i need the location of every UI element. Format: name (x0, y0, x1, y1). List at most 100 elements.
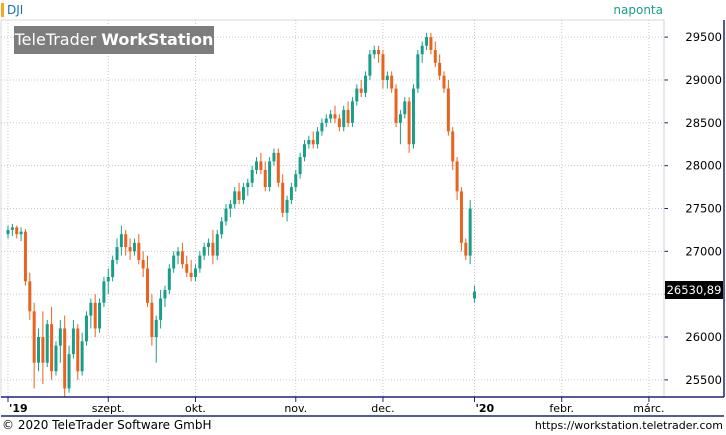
candle (451, 127, 455, 170)
candle (63, 315, 67, 397)
candle-body (54, 345, 58, 372)
candle-body (146, 268, 150, 303)
candle (285, 195, 289, 222)
candle-body (451, 131, 455, 162)
interval-label[interactable]: naponta (613, 3, 663, 17)
candle-body (276, 152, 280, 183)
candle (289, 182, 293, 205)
candle-body (28, 281, 32, 312)
candle (394, 84, 398, 128)
candle (228, 199, 232, 218)
candle-body (63, 328, 67, 389)
candle (407, 97, 411, 153)
candle-body (407, 101, 411, 145)
candle-body (346, 109, 350, 123)
candle (385, 71, 389, 89)
candle (442, 71, 446, 93)
candle-body (154, 319, 158, 338)
candle-body (416, 54, 420, 89)
candle (255, 157, 259, 175)
candle-body (425, 37, 429, 46)
candle-body (372, 49, 376, 55)
candle (233, 187, 237, 209)
candle (237, 182, 241, 205)
candle (211, 229, 215, 265)
candle-body (411, 88, 415, 145)
candle-body (368, 54, 372, 76)
candle (215, 229, 219, 260)
candle-body (342, 109, 346, 128)
candle (28, 272, 32, 320)
candle (294, 169, 298, 192)
candle (342, 105, 346, 132)
candle-body (58, 328, 62, 346)
candle (176, 247, 180, 265)
candle-body (37, 337, 41, 363)
candle (80, 332, 84, 376)
candle-body (124, 234, 128, 248)
candle (372, 45, 376, 59)
brand-bold: WorkStation (101, 30, 214, 49)
candle (398, 109, 402, 145)
candle-body (468, 208, 472, 256)
candle (390, 71, 394, 93)
candle (167, 264, 171, 295)
candle (154, 315, 158, 363)
candle-body (246, 182, 250, 188)
candle-body (180, 251, 184, 265)
candle (19, 227, 23, 242)
candle (381, 49, 385, 89)
candle (89, 298, 93, 329)
candle-body (67, 354, 71, 389)
candle-body (102, 281, 106, 303)
candle (193, 264, 197, 282)
x-tick-label: febr. (549, 402, 574, 415)
candle-body (89, 302, 93, 316)
candle-body (132, 242, 136, 252)
candle (159, 289, 163, 329)
candle (337, 114, 341, 132)
candle-body (394, 88, 398, 123)
candle (137, 234, 141, 265)
candle (411, 84, 415, 149)
candle-body (377, 49, 381, 55)
candle (41, 311, 45, 385)
candle (455, 157, 459, 200)
candle-body (263, 169, 267, 188)
candle-body (6, 229, 10, 235)
candle-body (228, 204, 232, 209)
candle (464, 238, 468, 260)
candle (329, 109, 333, 123)
y-tick-label: 27500 (685, 202, 722, 216)
candle-body (111, 259, 115, 278)
candle-body (207, 242, 211, 248)
candle-body (202, 247, 206, 256)
candle (32, 302, 36, 389)
source-url[interactable]: https://workstation.teletrader.com (534, 419, 723, 432)
candle-body (385, 75, 389, 80)
candle-body (220, 221, 224, 235)
candle (250, 165, 254, 188)
candle (102, 277, 106, 308)
candle-body (241, 187, 245, 200)
candle (111, 255, 115, 282)
candle-body (167, 268, 171, 290)
candle (224, 204, 228, 226)
candle (124, 229, 128, 256)
candle (76, 324, 80, 380)
candle (119, 225, 123, 256)
x-tick-label: '20 (476, 402, 495, 415)
y-tick-label: 28000 (685, 159, 722, 173)
candle (346, 101, 350, 128)
x-tick-label: szept. (92, 402, 125, 415)
candle (259, 152, 263, 175)
candle-body (442, 75, 446, 89)
candle (263, 161, 267, 192)
candle (425, 32, 429, 50)
candle (298, 152, 302, 179)
candle-body (141, 259, 145, 269)
candle (359, 79, 363, 98)
symbol-label[interactable]: DJI (7, 3, 24, 17)
